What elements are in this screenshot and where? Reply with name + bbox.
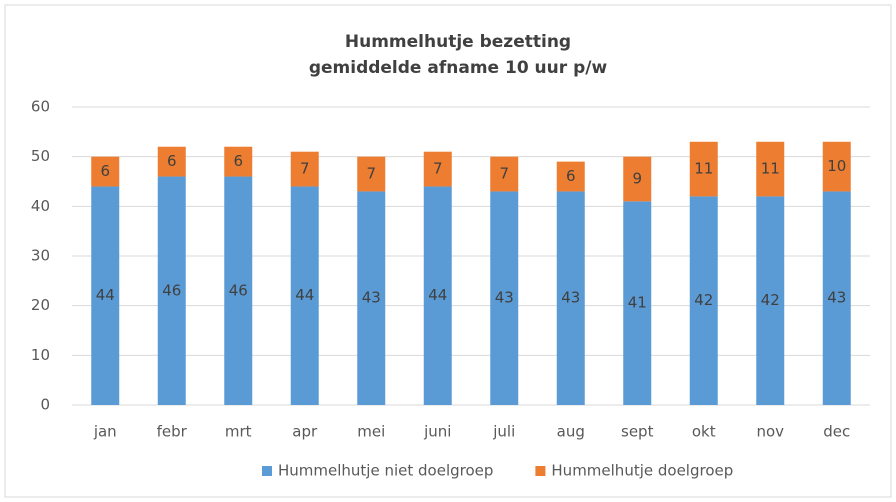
bar-segment <box>224 146 253 177</box>
data-label: 41 <box>628 294 647 312</box>
x-tick-label: juni <box>423 423 451 441</box>
bar-segment <box>423 186 452 405</box>
data-label: 11 <box>694 160 713 178</box>
x-tick-label: okt <box>692 423 716 441</box>
chart-subtitle: gemiddelde afname 10 uur p/w <box>309 58 608 78</box>
data-label: 6 <box>566 167 576 185</box>
bar-segment <box>756 141 785 197</box>
data-label: 7 <box>366 165 376 183</box>
bar-segment <box>490 191 519 405</box>
data-label: 9 <box>632 170 642 188</box>
data-label: 7 <box>433 160 443 178</box>
bar-segment <box>224 176 253 405</box>
bar-segment <box>290 186 319 405</box>
data-label: 7 <box>499 165 509 183</box>
data-label: 43 <box>495 289 514 307</box>
data-label: 44 <box>96 286 115 304</box>
legend-swatch <box>262 466 272 476</box>
data-label: 6 <box>167 152 177 170</box>
x-tick-label: apr <box>292 423 318 441</box>
y-tick-label: 40 <box>31 197 50 215</box>
data-label: 43 <box>827 289 846 307</box>
legend-label: Hummelhutje doelgroep <box>551 462 733 480</box>
data-label: 43 <box>362 289 381 307</box>
data-label: 7 <box>300 160 310 178</box>
y-tick-label: 20 <box>31 296 50 314</box>
data-label: 42 <box>761 291 780 309</box>
x-tick-label: sept <box>621 423 654 441</box>
x-tick-label: mrt <box>225 423 252 441</box>
bar-segment <box>357 191 386 405</box>
x-tick-label: dec <box>823 423 850 441</box>
data-label: 44 <box>295 286 314 304</box>
bar-segment <box>822 141 851 192</box>
x-tick-label: mei <box>357 423 385 441</box>
data-label: 10 <box>827 157 846 175</box>
bar-segment <box>556 161 585 192</box>
data-label: 6 <box>233 152 243 170</box>
bar-segment <box>157 176 186 405</box>
x-tick-label: aug <box>557 423 585 441</box>
y-tick-label: 60 <box>31 98 50 116</box>
data-label: 11 <box>761 160 780 178</box>
bar-segment <box>556 191 585 405</box>
y-tick-label: 0 <box>40 396 50 414</box>
bar-segment <box>157 146 186 177</box>
x-tick-label: juli <box>492 423 515 441</box>
data-label: 6 <box>100 162 110 180</box>
data-label: 46 <box>162 281 181 299</box>
x-tick-label: nov <box>756 423 784 441</box>
chart-title: Hummelhutje bezetting <box>345 32 571 52</box>
legend-label: Hummelhutje niet doelgroep <box>278 462 493 480</box>
data-label: 44 <box>428 286 447 304</box>
legend-swatch <box>535 466 546 476</box>
bar-segment <box>689 196 718 405</box>
data-label: 43 <box>561 289 580 307</box>
data-label: 46 <box>229 281 248 299</box>
data-label: 42 <box>694 291 713 309</box>
bar-segment <box>490 156 519 192</box>
y-tick-label: 50 <box>31 147 50 165</box>
bar-segment <box>357 156 386 192</box>
x-tick-label: febr <box>157 423 188 441</box>
bar-segment <box>689 141 718 197</box>
bar-segment <box>623 201 652 405</box>
bar-segment <box>756 196 785 405</box>
y-tick-label: 30 <box>31 247 50 265</box>
bar-segment <box>91 186 120 405</box>
bar-segment <box>423 151 452 187</box>
bar-segment <box>822 191 851 405</box>
bar-segment <box>91 156 120 187</box>
bar-segment <box>290 151 319 187</box>
y-tick-label: 10 <box>31 346 50 364</box>
bar-segment <box>623 156 652 202</box>
x-tick-label: jan <box>93 423 117 441</box>
